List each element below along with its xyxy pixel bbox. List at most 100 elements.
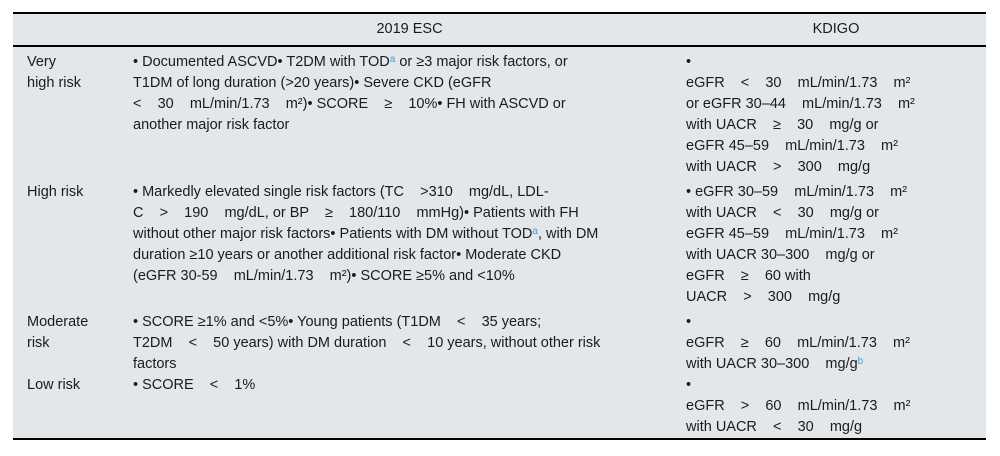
text-segment: or eGFR 30–44 mL/min/1.73 m² (686, 96, 915, 112)
text-line: with UACR ≥ 30 mg/g or (686, 115, 982, 136)
text-line: (eGFR 30-59 mL/min/1.73 m²)• SCORE ≥5% a… (133, 266, 676, 287)
text-line: Very (27, 52, 127, 73)
text-segment: T2DM < 50 years) with DM duration < 10 y… (133, 335, 601, 351)
text-segment: without other major risk factors• Patien… (133, 226, 533, 242)
text-segment: Very (27, 54, 57, 70)
table-row-high-risk: High risk • Markedly elevated single ris… (13, 182, 986, 312)
esc-criteria-cell: • Documented ASCVD• T2DM with TODa or ≥3… (133, 46, 686, 182)
text-segment: with UACR < 30 mg/g or (686, 205, 879, 221)
text-line: • SCORE < 1% (133, 375, 676, 396)
text-line: with UACR < 30 mg/g or (686, 203, 982, 224)
table-header-row: 2019 ESC KDIGO (13, 14, 986, 47)
text-segment: • eGFR 30–59 mL/min/1.73 m² (686, 184, 908, 200)
text-line: • eGFR 30–59 mL/min/1.73 m² (686, 182, 982, 203)
text-line: duration ≥10 years or another additional… (133, 245, 676, 266)
text-line: without other major risk factors• Patien… (133, 224, 676, 245)
text-line: Moderate (27, 312, 127, 333)
text-segment: eGFR 45–59 mL/min/1.73 m² (686, 138, 898, 154)
esc-criteria-cell: • Markedly elevated single risk factors … (133, 182, 686, 312)
kdigo-criteria-cell: • eGFR > 60 mL/min/1.73 m² with UACR < 30 … (686, 375, 986, 438)
text-segment: eGFR ≥ 60 with (686, 268, 811, 284)
text-line: UACR > 300 mg/g (686, 287, 982, 308)
text-line: eGFR < 30 mL/min/1.73 m² (686, 73, 982, 94)
text-line: eGFR ≥ 60 with (686, 266, 982, 287)
esc-criteria-cell: • SCORE ≥1% and <5%• Young patients (T1D… (133, 312, 686, 375)
text-line: with UACR > 300 mg/g (686, 157, 982, 178)
text-segment: eGFR > 60 mL/min/1.73 m² (686, 398, 911, 414)
text-segment: High risk (27, 184, 84, 200)
text-segment: duration ≥10 years or another additional… (133, 247, 562, 263)
text-segment: eGFR ≥ 60 mL/min/1.73 m² (686, 335, 910, 351)
text-line: T2DM < 50 years) with DM duration < 10 y… (133, 333, 676, 354)
text-segment: UACR > 300 mg/g (686, 289, 841, 305)
text-segment: • (686, 314, 692, 330)
text-segment: with UACR > 300 mg/g (686, 159, 871, 175)
text-segment: • SCORE ≥1% and <5%• Young patients (T1D… (133, 314, 542, 330)
text-line: • Markedly elevated single risk factors … (133, 182, 676, 203)
text-line: with UACR 30–300 mg/g or (686, 245, 982, 266)
text-line: another major risk factor (133, 115, 676, 136)
text-segment: another major risk factor (133, 117, 290, 133)
text-segment: T1DM of long duration (>20 years)• Sever… (133, 75, 492, 91)
text-line: eGFR 45–59 mL/min/1.73 m² (686, 136, 982, 157)
text-line: high risk (27, 73, 127, 94)
text-line: or eGFR 30–44 mL/min/1.73 m² (686, 94, 982, 115)
text-segment: factors (133, 356, 177, 372)
text-line: • Documented ASCVD• T2DM with TODa or ≥3… (133, 52, 676, 73)
kdigo-criteria-cell: • eGFR 30–59 mL/min/1.73 m² with UACR < 3… (686, 182, 986, 312)
header-spacer-cell (13, 14, 133, 47)
text-segment: • (686, 54, 692, 70)
text-segment: Moderate (27, 314, 89, 330)
kdigo-criteria-cell: • eGFR < 30 mL/min/1.73 m² or eGFR 30–44 m… (686, 46, 986, 182)
text-line: factors (133, 354, 676, 375)
text-segment: • (686, 377, 692, 393)
risk-label-cell: Very high risk (13, 46, 133, 182)
table-row-low-risk: Low risk • SCORE < 1% • eGFR > 60 mL/min/… (13, 375, 986, 438)
text-segment: , with DM (537, 226, 599, 242)
text-segment: high risk (27, 75, 81, 91)
column-header-kdigo: KDIGO (686, 14, 986, 47)
text-line: • (686, 312, 982, 333)
text-line: with UACR 30–300 mg/gb (686, 354, 982, 375)
text-line: • (686, 52, 982, 73)
footnote-marker: b (857, 356, 864, 367)
table-row-very-high-risk: Very high risk • Documented ASCVD• T2DM w… (13, 46, 986, 182)
text-segment: eGFR 45–59 mL/min/1.73 m² (686, 226, 898, 242)
text-line: eGFR > 60 mL/min/1.73 m² (686, 396, 982, 417)
text-segment: • Markedly elevated single risk factors … (133, 184, 549, 200)
text-line: with UACR < 30 mg/g (686, 417, 982, 438)
text-line: < 30 mL/min/1.73 m²)• SCORE ≥ 10%• FH wi… (133, 94, 676, 115)
text-segment: eGFR < 30 mL/min/1.73 m² (686, 75, 911, 91)
risk-categories-table: 2019 ESC KDIGO Very high risk • Documente… (13, 12, 986, 440)
text-line: C > 190 mg/dL, or BP ≥ 180/110 mmHg)• Pa… (133, 203, 676, 224)
kdigo-criteria-cell: • eGFR ≥ 60 mL/min/1.73 m² with UACR 30–30… (686, 312, 986, 375)
risk-label-cell: High risk (13, 182, 133, 312)
text-line: High risk (27, 182, 127, 203)
text-segment: with UACR < 30 mg/g (686, 419, 863, 435)
text-segment: • Documented ASCVD• T2DM with TOD (133, 54, 390, 70)
text-segment: (eGFR 30-59 mL/min/1.73 m²)• SCORE ≥5% a… (133, 268, 515, 284)
text-line: risk (27, 333, 127, 354)
text-segment: with UACR 30–300 mg/g or (686, 247, 875, 263)
text-line: Low risk (27, 375, 127, 396)
text-line: T1DM of long duration (>20 years)• Sever… (133, 73, 676, 94)
risk-label-cell: Moderate risk (13, 312, 133, 375)
text-segment: or ≥3 major risk factors, or (395, 54, 568, 70)
footnote-marker: a (389, 54, 396, 65)
esc-kdigo-comparison-table: 2019 ESC KDIGO Very high risk • Documente… (13, 14, 986, 438)
text-segment: • SCORE < 1% (133, 377, 256, 393)
text-line: eGFR ≥ 60 mL/min/1.73 m² (686, 333, 982, 354)
esc-criteria-cell: • SCORE < 1% (133, 375, 686, 438)
column-header-2019-esc: 2019 ESC (133, 14, 686, 47)
risk-label-cell: Low risk (13, 375, 133, 438)
text-segment: Low risk (27, 377, 81, 393)
footnote-marker: a (532, 226, 538, 237)
text-segment: with UACR 30–300 mg/g (686, 356, 858, 372)
table-row-moderate-risk: Moderate risk • SCORE ≥1% and <5%• Young … (13, 312, 986, 375)
text-line: eGFR 45–59 mL/min/1.73 m² (686, 224, 982, 245)
text-line: • (686, 375, 982, 396)
text-segment: with UACR ≥ 30 mg/g or (686, 117, 879, 133)
text-segment: risk (27, 335, 50, 351)
text-segment: C > 190 mg/dL, or BP ≥ 180/110 mmHg)• Pa… (133, 205, 579, 221)
text-segment: < 30 mL/min/1.73 m²)• SCORE ≥ 10%• FH wi… (133, 96, 566, 112)
